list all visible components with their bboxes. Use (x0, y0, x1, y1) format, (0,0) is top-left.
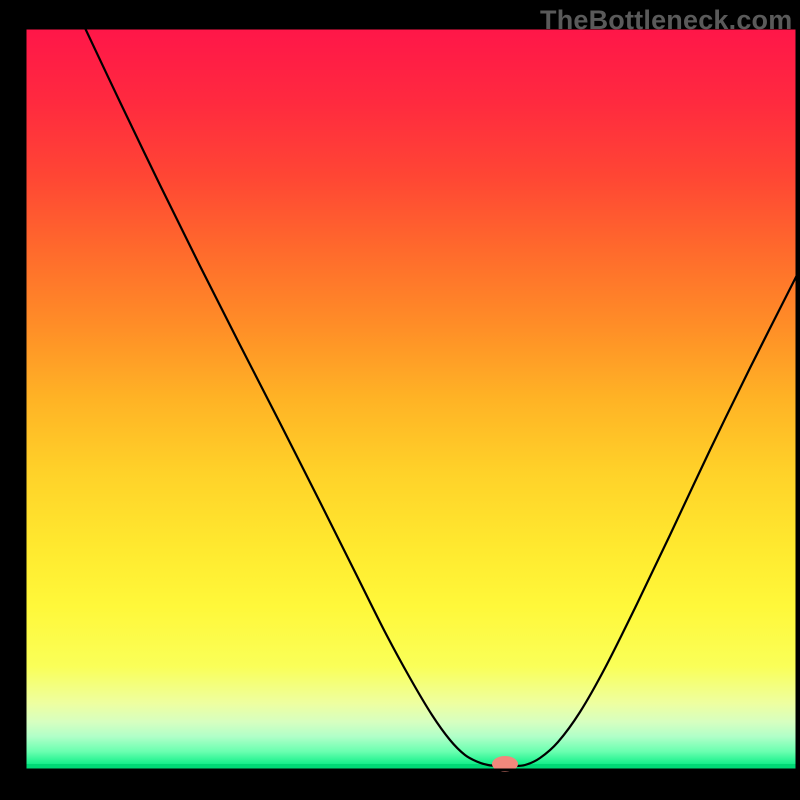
plot-gradient-background (25, 28, 797, 770)
watermark-label: TheBottleneck.com (540, 5, 792, 36)
bottleneck-curve-chart (0, 0, 800, 800)
